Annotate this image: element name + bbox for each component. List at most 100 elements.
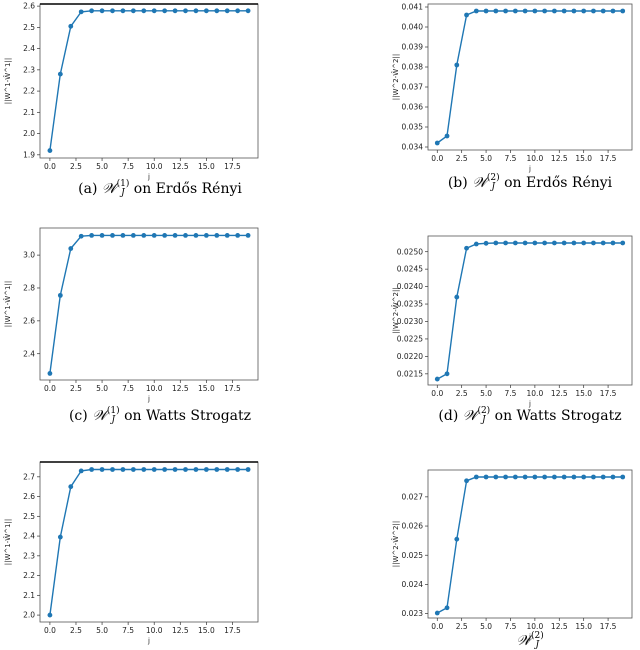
y-tick-label: 0.026	[402, 522, 424, 531]
data-point	[68, 23, 74, 29]
data-point	[591, 240, 596, 246]
y-axis-label: ||W^2-Ŵ^2||	[391, 521, 400, 567]
data-point	[552, 240, 557, 246]
y-tick-label: 0.0250	[397, 247, 423, 256]
data-point	[493, 474, 499, 480]
data-point	[571, 474, 577, 480]
x-tick-label: 7.5	[122, 162, 134, 171]
y-tick-label: 2.4	[23, 44, 35, 53]
x-axis-label: j	[528, 400, 531, 408]
x-tick-label: 15.0	[575, 154, 592, 163]
x-tick-label: 0.0	[44, 384, 56, 393]
data-point	[193, 8, 199, 14]
data-point	[99, 232, 105, 238]
x-tick-label: 10.0	[527, 154, 544, 163]
data-point	[503, 474, 508, 480]
data-point	[245, 467, 251, 472]
data-point	[591, 8, 596, 14]
x-tick-label: 0.0	[431, 622, 443, 631]
data-point	[203, 8, 209, 14]
data-point	[47, 371, 53, 376]
y-tick-label: 0.023	[402, 609, 424, 618]
caption-subscript: J	[121, 188, 125, 198]
data-point	[47, 612, 53, 618]
caption-prefix: (d)	[438, 408, 459, 424]
y-tick-label: 2.4	[23, 532, 35, 541]
caption-suffix: on Watts Strogatz	[494, 408, 622, 424]
x-tick-label: 10.0	[527, 389, 544, 398]
y-tick-label: 0.039	[402, 43, 424, 52]
x-tick-label: 7.5	[122, 384, 134, 393]
data-point	[620, 8, 626, 14]
data-point	[183, 232, 188, 238]
x-tick-label: 10.0	[146, 162, 163, 171]
data-point	[512, 474, 518, 480]
data-point	[110, 232, 115, 238]
data-point	[620, 474, 626, 480]
data-point	[151, 467, 157, 472]
data-point	[434, 376, 440, 382]
data-point	[610, 474, 616, 480]
data-point	[224, 8, 230, 14]
x-tick-label: 7.5	[505, 622, 517, 631]
data-point	[483, 474, 489, 480]
data-point	[89, 467, 95, 472]
data-point	[454, 62, 460, 68]
data-point	[464, 478, 469, 484]
y-tick-label: 0.027	[402, 492, 424, 501]
y-axis-label: ||W^2-Ŵ^2||	[391, 54, 400, 100]
y-tick-label: 2.6	[23, 316, 35, 325]
x-tick-label: 2.5	[456, 389, 468, 398]
data-point	[581, 8, 587, 14]
data-point	[503, 8, 508, 14]
data-point	[503, 240, 508, 246]
y-tick-label: 2.1	[23, 591, 35, 600]
data-point	[120, 232, 126, 238]
data-point	[512, 8, 518, 14]
data-point	[483, 8, 489, 14]
y-tick-label: 2.1	[23, 108, 35, 117]
data-point	[434, 610, 440, 616]
data-point	[464, 12, 469, 18]
data-point	[552, 8, 557, 14]
y-axis-label: ||W^1-Ŵ^1||	[3, 281, 12, 327]
caption-suffix: on Watts Strogatz	[124, 408, 252, 424]
y-tick-label: 2.2	[23, 87, 35, 96]
x-axis-label: j	[147, 637, 150, 645]
x-tick-label: 2.5	[70, 384, 82, 393]
data-point	[561, 8, 567, 14]
data-point	[89, 232, 95, 238]
y-axis-label: ||W^1-Ŵ^1||	[3, 58, 12, 104]
caption-subscript: J	[535, 640, 540, 650]
data-point	[542, 474, 548, 480]
caption-symbol: 𝒲	[92, 408, 107, 424]
caption-subscript: J	[491, 182, 496, 192]
x-tick-label: 12.5	[172, 384, 189, 393]
caption-symbol: 𝒲	[472, 175, 487, 191]
data-point	[78, 233, 84, 239]
data-point	[600, 8, 606, 14]
y-tick-label: 0.036	[402, 103, 424, 112]
data-point	[120, 8, 126, 14]
data-point	[172, 8, 178, 14]
y-tick-label: 0.035	[402, 123, 424, 132]
y-tick-label: 2.5	[23, 512, 35, 521]
data-point	[130, 8, 136, 14]
data-point	[512, 240, 518, 246]
data-point	[581, 474, 587, 480]
x-tick-label: 17.5	[224, 162, 241, 171]
data-point	[151, 8, 157, 14]
data-point	[493, 240, 499, 246]
y-tick-label: 2.8	[23, 284, 35, 293]
data-point	[183, 467, 188, 472]
x-tick-label: 2.5	[70, 162, 82, 171]
data-point	[47, 148, 53, 153]
x-tick-label: 12.5	[551, 154, 568, 163]
caption-symbol: 𝒲	[516, 633, 531, 649]
data-point	[532, 240, 538, 246]
plot-frame	[427, 469, 633, 619]
x-tick-label: 7.5	[122, 626, 134, 635]
data-point	[552, 474, 557, 480]
